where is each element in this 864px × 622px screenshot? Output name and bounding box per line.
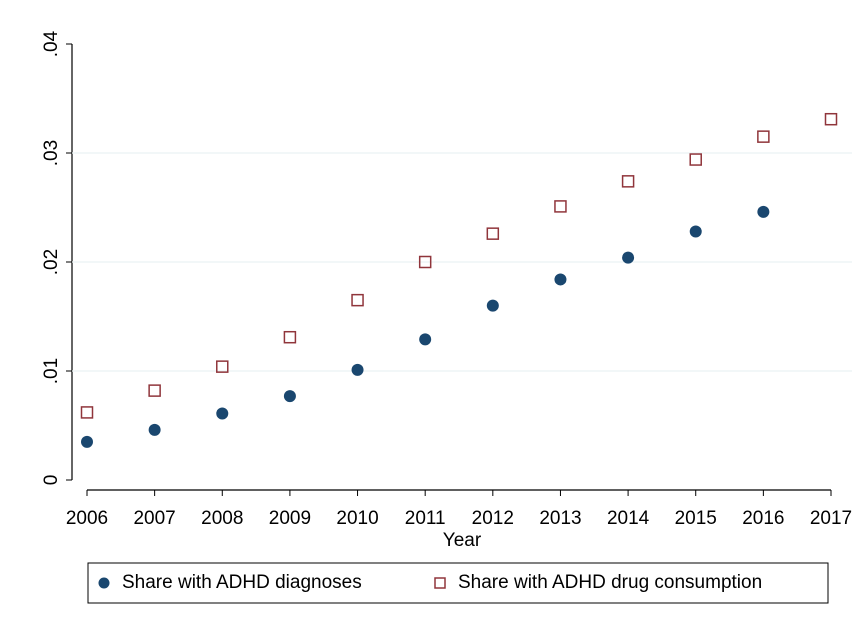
data-point bbox=[486, 227, 500, 240]
data-point bbox=[418, 255, 432, 269]
legend-label: Share with ADHD diagnoses bbox=[122, 572, 362, 593]
y-tick-label: .04 bbox=[41, 30, 62, 57]
x-tick-label: 2013 bbox=[539, 508, 581, 529]
data-point bbox=[148, 423, 161, 436]
x-tick-label: 2014 bbox=[607, 508, 650, 529]
legend-box bbox=[87, 562, 829, 604]
data-point bbox=[216, 360, 229, 373]
x-tick-label: 2009 bbox=[269, 508, 311, 529]
data-point bbox=[554, 273, 567, 286]
x-tick-label: 2010 bbox=[336, 508, 378, 529]
y-tick-label: .02 bbox=[41, 249, 62, 275]
data-point bbox=[757, 130, 770, 143]
data-point bbox=[689, 153, 702, 166]
data-point bbox=[486, 299, 499, 312]
data-point bbox=[283, 390, 296, 403]
y-tick-label: .01 bbox=[41, 358, 62, 384]
data-point bbox=[81, 435, 93, 448]
data-point bbox=[757, 205, 770, 218]
data-point bbox=[554, 200, 567, 213]
x-tick-label: 2007 bbox=[133, 508, 175, 529]
x-tick-label: 2017 bbox=[810, 508, 852, 529]
data-point bbox=[80, 406, 94, 419]
x-tick-label: 2008 bbox=[201, 508, 243, 529]
y-tick-label: 0 bbox=[41, 475, 62, 486]
x-tick-label: 2006 bbox=[66, 508, 108, 529]
legend-label: Share with ADHD drug consumption bbox=[458, 572, 762, 593]
data-point bbox=[216, 407, 229, 420]
legend-marker bbox=[98, 577, 110, 589]
data-point bbox=[689, 225, 702, 238]
data-point bbox=[621, 175, 635, 188]
data-point bbox=[148, 384, 161, 397]
legend-marker bbox=[434, 577, 446, 589]
data-point bbox=[283, 330, 297, 344]
x-tick-label: 2012 bbox=[472, 508, 514, 529]
data-point bbox=[622, 251, 635, 264]
x-tick-label: 2015 bbox=[675, 508, 717, 529]
x-tick-label: 2011 bbox=[405, 508, 446, 529]
data-point bbox=[351, 363, 364, 376]
x-axis-label: Year bbox=[443, 530, 482, 551]
data-point bbox=[419, 333, 432, 346]
data-point bbox=[824, 112, 838, 126]
y-tick-label: .03 bbox=[41, 140, 62, 166]
x-tick-label: 2016 bbox=[742, 508, 784, 529]
data-point bbox=[351, 293, 364, 307]
